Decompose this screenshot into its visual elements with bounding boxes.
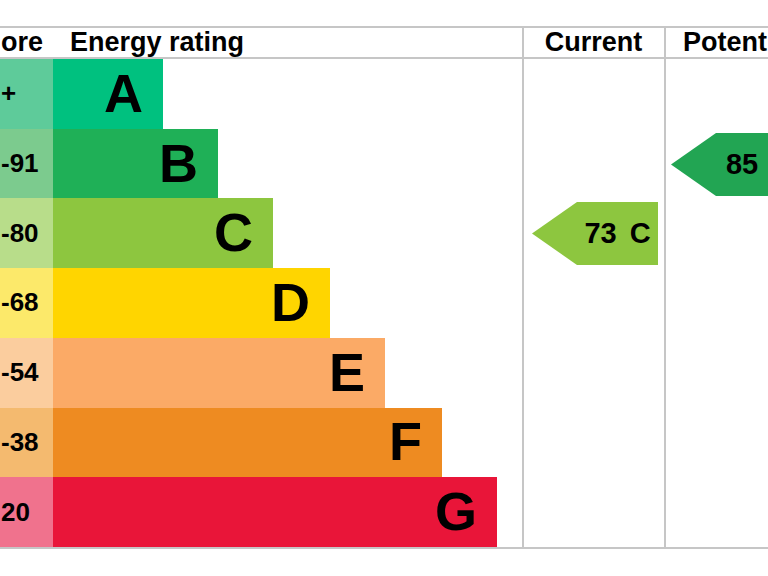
score-range-a: +: [0, 59, 53, 129]
table-bottom-border: [0, 547, 768, 549]
potential-rating-value: 85: [726, 148, 758, 181]
band-bar-d: D: [53, 268, 330, 338]
current-column-header: Current: [523, 26, 664, 58]
band-bar-f: F: [53, 408, 442, 478]
band-row-d: -68 D: [0, 268, 768, 338]
potential-column-header: Potent: [683, 26, 768, 58]
epc-rating-chart: ore Energy rating Current Potent + A -91…: [0, 0, 768, 576]
score-column-header: ore: [1, 26, 53, 58]
band-letter-a: A: [104, 66, 143, 120]
band-row-g: 20 G: [0, 477, 768, 547]
score-range-b: -91: [0, 129, 53, 199]
energy-rating-column-header: Energy rating: [70, 26, 520, 58]
current-rating-value: 73: [584, 217, 616, 250]
band-bar-b: B: [53, 129, 218, 199]
band-bar-g: G: [53, 477, 497, 547]
band-letter-g: G: [435, 484, 477, 538]
band-letter-f: F: [389, 414, 422, 468]
band-row-f: -38 F: [0, 408, 768, 478]
band-row-e: -54 E: [0, 338, 768, 408]
table-header: ore Energy rating Current Potent: [0, 26, 768, 58]
band-bar-e: E: [53, 338, 385, 408]
score-range-e: -54: [0, 338, 53, 408]
score-range-g: 20: [0, 477, 53, 547]
score-range-f: -38: [0, 408, 53, 478]
current-rating-band: C: [630, 217, 651, 250]
band-rows: + A -91 B -80 C -68 D -54 E -38 F 20 G: [0, 59, 768, 547]
band-row-a: + A: [0, 59, 768, 129]
band-bar-c: C: [53, 198, 273, 268]
band-letter-b: B: [159, 136, 198, 190]
score-range-c: -80: [0, 198, 53, 268]
score-range-d: -68: [0, 268, 53, 338]
band-letter-e: E: [329, 345, 365, 399]
band-bar-a: A: [53, 59, 163, 129]
band-letter-c: C: [214, 205, 253, 259]
band-row-b: -91 B: [0, 129, 768, 199]
band-letter-d: D: [271, 275, 310, 329]
